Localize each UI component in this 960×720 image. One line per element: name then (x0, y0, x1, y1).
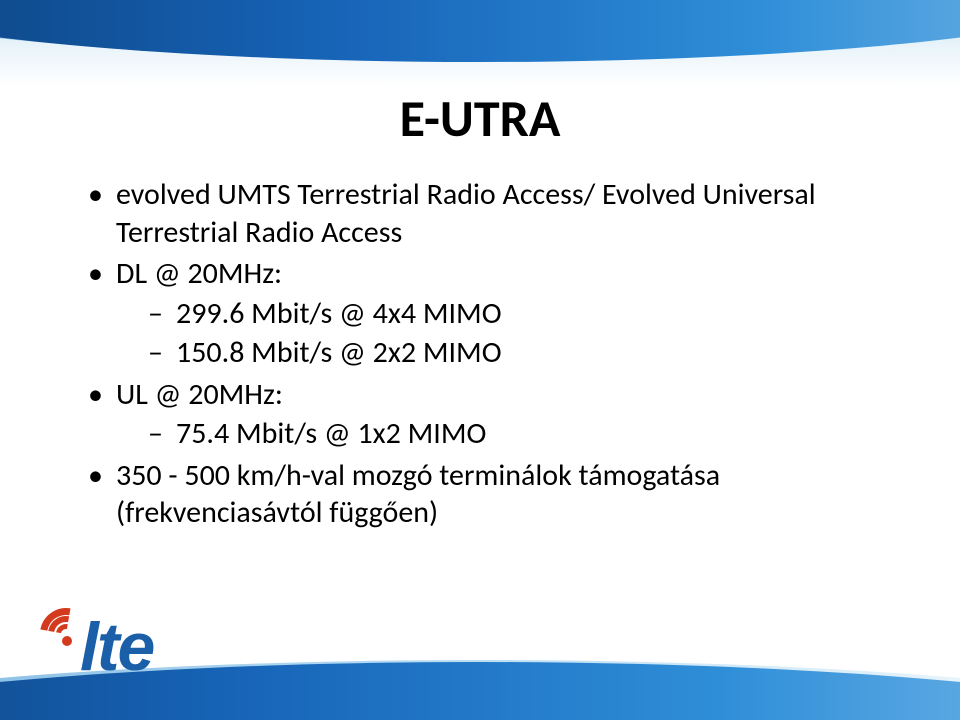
bullet-text: DL @ 20MHz: (116, 255, 282, 292)
bullet-item: evolved UMTS Terrestrial Radio Access/ E… (88, 176, 900, 251)
bullet-item: UL @ 20MHz: 75.4 Mbit/s @ 1x2 MIMO (88, 376, 900, 453)
bullet-text: evolved UMTS Terrestrial Radio Access/ E… (116, 176, 816, 251)
sub-bullet-text: 150.8 Mbit/s @ 2x2 MIMO (176, 334, 502, 371)
sub-bullet-text: 299.6 Mbit/s @ 4x4 MIMO (176, 295, 502, 332)
sub-bullet-text: 75.4 Mbit/s @ 1x2 MIMO (176, 415, 486, 452)
slide-body: evolved UMTS Terrestrial Radio Access/ E… (88, 176, 900, 536)
bullet-text: 350 - 500 km/h-val mozgó terminálok támo… (116, 457, 720, 532)
sub-bullet-item: 299.6 Mbit/s @ 4x4 MIMO (136, 295, 900, 333)
sub-bullet-item: 75.4 Mbit/s @ 1x2 MIMO (136, 415, 900, 453)
sub-bullet-item: 150.8 Mbit/s @ 2x2 MIMO (136, 334, 900, 372)
lte-logo: lte (42, 596, 192, 686)
lte-logo-text: lte (80, 608, 153, 686)
bullet-text: UL @ 20MHz: (116, 376, 283, 413)
bullet-item: DL @ 20MHz: 299.6 Mbit/s @ 4x4 MIMO 150.… (88, 255, 900, 372)
slide-title: E-UTRA (0, 86, 960, 150)
slide: E-UTRA evolved UMTS Terrestrial Radio Ac… (0, 0, 960, 720)
top-band-dark (0, 0, 960, 62)
bullet-item: 350 - 500 km/h-val mozgó terminálok támo… (88, 457, 900, 532)
signal-dot-icon (62, 636, 72, 646)
